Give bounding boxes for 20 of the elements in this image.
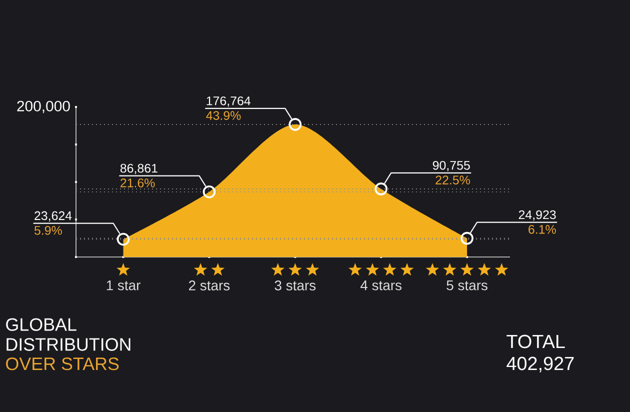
data-label: 23,624 bbox=[34, 211, 72, 222]
text: GLOBAL DISTRIBUTION bbox=[6, 318, 130, 351]
y-tick-label: 200,000 bbox=[17, 100, 70, 114]
data-label: 86,861 bbox=[120, 164, 158, 174]
data-label: 176,764 bbox=[206, 96, 250, 107]
x-tick-label: 1 star bbox=[106, 280, 140, 290]
annotation: 21.6% bbox=[120, 178, 155, 188]
x-tick-label: 4 stars bbox=[360, 280, 402, 290]
text: TOTAL bbox=[506, 334, 565, 348]
data-label: 90,755 bbox=[432, 160, 470, 172]
annotation: 6.1% bbox=[528, 225, 556, 234]
annotation: 43.9% bbox=[206, 111, 241, 120]
x-tick-label: 5 stars bbox=[446, 280, 488, 290]
text: 402,927 bbox=[506, 356, 574, 372]
x-tick-label: 2 stars bbox=[188, 280, 230, 290]
x-tick-label: 3 stars bbox=[274, 280, 316, 290]
annotation: 22.5% bbox=[436, 176, 470, 184]
text: OVER STARS bbox=[6, 357, 119, 370]
data-label: 24,923 bbox=[518, 210, 556, 221]
annotation: 5.9% bbox=[34, 226, 62, 235]
